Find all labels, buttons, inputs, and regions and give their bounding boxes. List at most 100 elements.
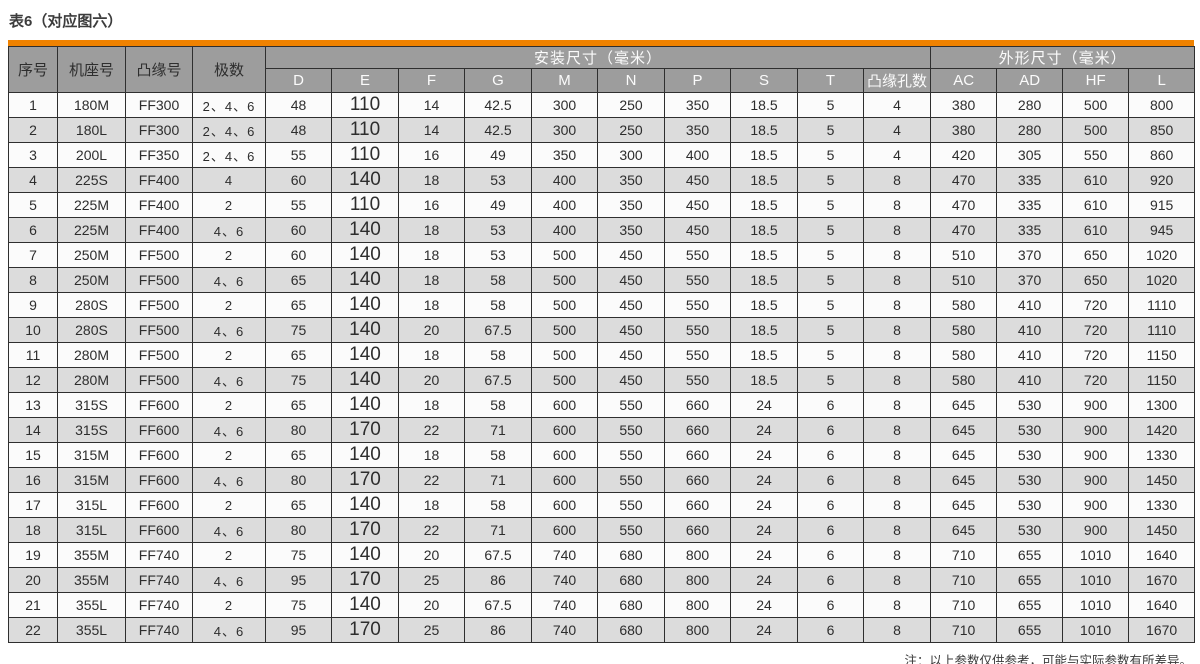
table-row: 2 180L FF300 2、4、6 48 110 14 42.5 300 250 350 18.5 5… — [8, 117, 1196, 143]
table-cell: 49 — [464, 142, 532, 168]
table-cell: 5 — [797, 117, 864, 143]
table-cell: 280S — [57, 292, 126, 318]
table-cell: 180L — [57, 117, 126, 143]
table-cell: 410 — [996, 317, 1064, 343]
table-cell: 645 — [930, 517, 998, 543]
table-cell: 6 — [797, 417, 864, 443]
table-cell: 450 — [597, 267, 665, 293]
table-cell: 4、6 — [192, 317, 266, 343]
table-cell: 5 — [797, 167, 864, 193]
table-cell: 450 — [597, 292, 665, 318]
table-cell: 55 — [265, 192, 332, 218]
table-cell: 740 — [531, 542, 598, 568]
table-cell: 6 — [797, 392, 864, 418]
table-cell: 140 — [331, 267, 399, 293]
table-cell: 500 — [531, 342, 598, 368]
table-row: 5 225M FF400 2 55 110 16 49 400 350 450 18.5 5 8 470 33… — [8, 192, 1196, 218]
table-cell: 24 — [730, 517, 798, 543]
table-cell: 580 — [930, 317, 998, 343]
table-cell: 355M — [57, 567, 126, 593]
table-cell: FF500 — [125, 317, 193, 343]
table-cell: 580 — [930, 292, 998, 318]
table-cell: 600 — [531, 492, 598, 518]
table-cell: 4 — [862, 142, 932, 168]
table-cell: 4 — [8, 167, 58, 193]
table-cell: 500 — [531, 367, 598, 393]
table-cell: 335 — [996, 192, 1064, 218]
table-cell: 1150 — [1128, 367, 1196, 393]
header-col-hf: HF — [1062, 68, 1130, 93]
table-cell: 1420 — [1128, 417, 1196, 443]
table-cell: FF600 — [125, 392, 193, 418]
table-cell: 900 — [1062, 492, 1130, 518]
table-cell: 75 — [265, 542, 332, 568]
table-cell: 6 — [797, 542, 864, 568]
table-cell: 500 — [531, 317, 598, 343]
table-cell: 2 — [192, 442, 266, 468]
table-cell: 655 — [996, 592, 1064, 618]
table-cell: 110 — [331, 142, 399, 168]
table-cell: 14 — [8, 417, 58, 443]
table-cell: 250M — [57, 267, 126, 293]
table-cell: 15 — [8, 442, 58, 468]
table-cell: 5 — [797, 217, 864, 243]
table-cell: 8 — [862, 392, 932, 418]
table-cell: 4 — [862, 117, 932, 143]
table-cell: 71 — [464, 467, 532, 493]
table-cell: FF600 — [125, 492, 193, 518]
table-cell: 655 — [996, 567, 1064, 593]
table-cell: 55 — [265, 142, 332, 168]
table-cell: 22 — [8, 617, 58, 643]
table-cell: 2 — [192, 542, 266, 568]
table-cell: 5 — [797, 242, 864, 268]
spec-table-body: 1 180M FF300 2、4、6 48 110 14 42.5 300 250 350 18.5 5… — [8, 92, 1196, 643]
table-cell: 660 — [664, 442, 731, 468]
table-cell: 900 — [1062, 392, 1130, 418]
header-seq: 序号 — [8, 46, 58, 93]
table-cell: 600 — [531, 417, 598, 443]
table-cell: 2 — [192, 242, 266, 268]
table-cell: 720 — [1062, 292, 1130, 318]
table-cell: 67.5 — [464, 317, 532, 343]
table-cell: 24 — [730, 542, 798, 568]
table-cell: 900 — [1062, 467, 1130, 493]
table-cell: 355L — [57, 617, 126, 643]
table-cell: 720 — [1062, 342, 1130, 368]
table-cell: 4 — [862, 92, 932, 118]
table-cell: 450 — [664, 192, 731, 218]
table-cell: 49 — [464, 192, 532, 218]
table-cell: 645 — [930, 417, 998, 443]
table-cell: 8 — [862, 542, 932, 568]
table-cell: 530 — [996, 417, 1064, 443]
table-cell: 2 — [192, 292, 266, 318]
table-cell: 4、6 — [192, 367, 266, 393]
table-cell: 250 — [597, 92, 665, 118]
table-cell: 22 — [398, 467, 465, 493]
header-col-ac: AC — [930, 68, 998, 93]
table-cell: 710 — [930, 567, 998, 593]
table-cell: 470 — [930, 192, 998, 218]
table-cell: 645 — [930, 442, 998, 468]
table-cell: 25 — [398, 567, 465, 593]
table-cell: 75 — [265, 592, 332, 618]
table-cell: 1300 — [1128, 392, 1196, 418]
table-row: 19 355M FF740 2 75 140 20 67.5 740 680 800 24 6 8 710 6… — [8, 542, 1196, 568]
table-cell: 800 — [664, 617, 731, 643]
table-cell: 7 — [8, 242, 58, 268]
table-cell: FF500 — [125, 267, 193, 293]
table-cell: 8 — [862, 517, 932, 543]
table-cell: 2、4、6 — [192, 142, 266, 168]
table-cell: 20 — [398, 592, 465, 618]
header-col-s: S — [730, 68, 798, 93]
table-cell: 350 — [664, 117, 731, 143]
table-cell: 110 — [331, 92, 399, 118]
header-flange: 凸缘号 — [125, 46, 193, 93]
table-cell: 800 — [664, 592, 731, 618]
table-cell: 530 — [996, 442, 1064, 468]
table-cell: 18.5 — [730, 317, 798, 343]
table-cell: 645 — [930, 492, 998, 518]
table-cell: 12 — [8, 367, 58, 393]
table-cell: 22 — [398, 517, 465, 543]
table-cell: 42.5 — [464, 92, 532, 118]
